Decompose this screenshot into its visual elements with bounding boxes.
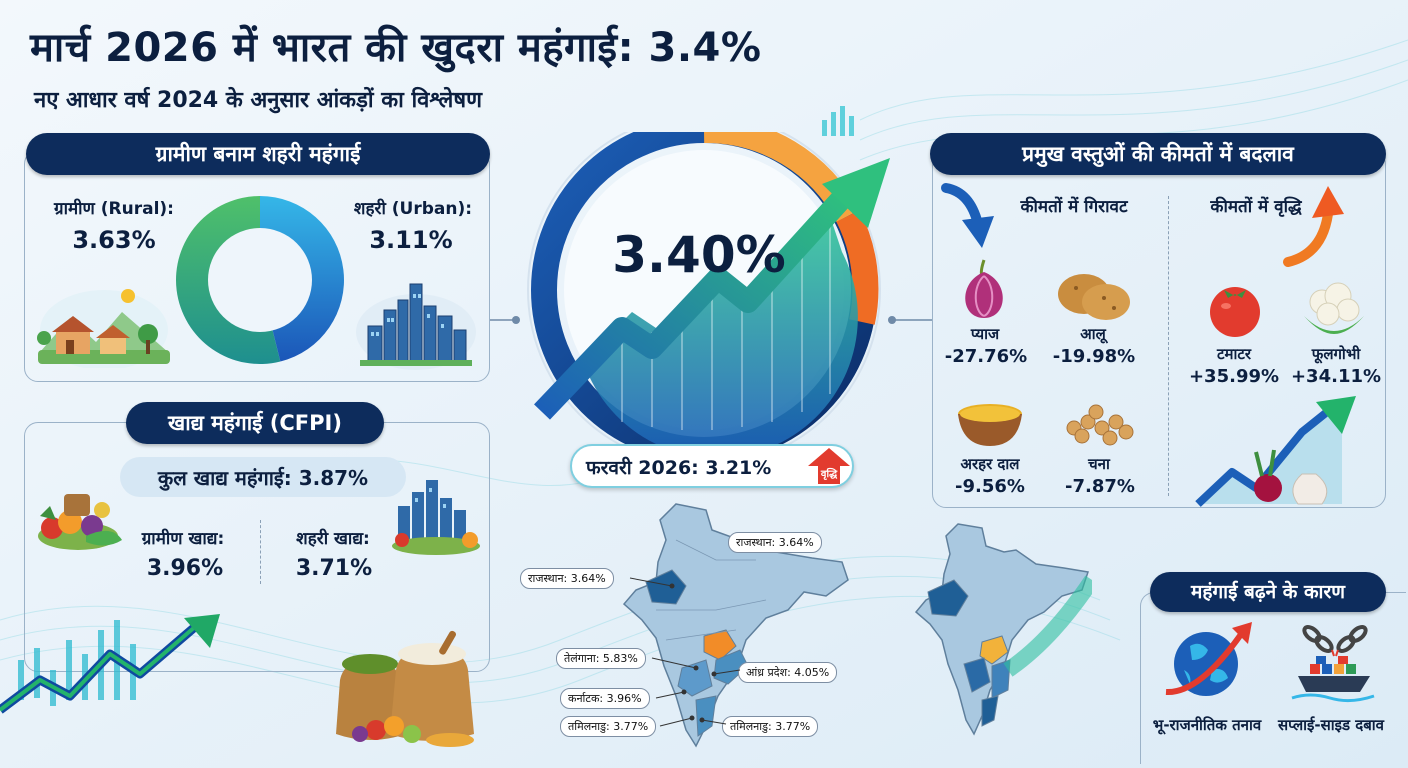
fall-heading: कीमतों में गिरावट [1020, 197, 1128, 217]
mini-bars-icon [822, 106, 854, 136]
state-tag-tamilnadu-left: तमिलनाडु: 3.77% [560, 716, 657, 737]
fall-arrow-icon [941, 183, 994, 248]
ship-chain-icon [1291, 625, 1375, 703]
food-rural-label: ग्रामीण खाद्य: [141, 529, 225, 549]
rural-urban-donut [175, 196, 344, 364]
onion-name: प्याज [970, 325, 1000, 343]
city-market-icon [392, 480, 480, 555]
gauge-value: 3.40% [612, 226, 786, 284]
arhar-dal-change: -9.56% [955, 476, 1025, 497]
rise-heading: कीमतों में वृद्धि [1210, 197, 1302, 217]
rural-value: 3.63% [72, 226, 156, 254]
previous-month-value: फरवरी 2026: 3.21% [586, 457, 772, 479]
state-tag-andhra-pradesh: आंध्र प्रदेश: 4.05% [738, 662, 838, 683]
state-tag-telangana: तेलंगाना: 5.83% [556, 648, 646, 669]
prices-divider [1168, 196, 1169, 496]
page-title: मार्च 2026 में भारत की खुदरा महंगाई: 3.4… [30, 25, 762, 71]
page-subtitle: नए आधार वर्ष 2024 के अनुसार आंकड़ों का व… [34, 88, 482, 113]
previous-month-box [570, 444, 854, 488]
tomato-name: टमाटर [1216, 345, 1252, 363]
state-tag-rajasthan-top: राजस्थान: 3.64% [728, 532, 822, 553]
city-illustration [356, 283, 476, 370]
chana-icon [1066, 404, 1134, 446]
food-trend-chart-icon [0, 614, 220, 714]
tomato-icon [1210, 287, 1260, 337]
food-rural-value: 3.96% [146, 556, 224, 581]
rise-arrow-icon [1283, 186, 1344, 267]
connector-lines [490, 316, 932, 324]
cause-geopolitical: भू-राजनीतिक तनाव [1152, 716, 1262, 734]
map-leader-lines [629, 577, 741, 727]
potato-change: -19.98% [1052, 346, 1136, 367]
up-arrow-icon [808, 448, 850, 484]
cauliflower-icon [1304, 282, 1364, 334]
rise-badge: वृद्धि [806, 446, 852, 486]
food-total-box [120, 457, 406, 497]
food-heading: खाद्य महंगाई (CFPI) [126, 402, 384, 444]
grain-sacks-icon [336, 630, 474, 747]
prices-heading: प्रमुख वस्तुओं की कीमतों में बदलाव [930, 133, 1386, 175]
rise-badge-label: वृद्धि [820, 469, 838, 480]
food-divider [260, 520, 261, 584]
causes-heading: महंगाई बढ़ने के कारण [1150, 572, 1386, 612]
village-illustration [37, 289, 170, 368]
food-total: कुल खाद्य महंगाई: 3.87% [157, 466, 369, 490]
chana-name: चना [1088, 455, 1110, 473]
vegetable-rise-chart-icon [1195, 396, 1356, 507]
india-map-right [914, 523, 1092, 736]
tomato-change: +35.99% [1188, 366, 1280, 387]
cauliflower-change: +34.11% [1290, 366, 1382, 387]
urban-label: शहरी (Urban): [353, 199, 473, 219]
arhar-dal-name: अरहर दाल [960, 455, 1020, 473]
state-tag-rajasthan: राजस्थान: 3.64% [520, 568, 614, 589]
globe-tension-icon [1165, 622, 1252, 696]
food-urban-label: शहरी खाद्य: [296, 529, 370, 549]
food-urban-value: 3.71% [295, 556, 373, 581]
potato-name: आलू [1080, 325, 1106, 343]
arhar-dal-icon [958, 404, 1022, 446]
urban-value: 3.11% [369, 226, 453, 254]
onion-icon [965, 259, 1003, 318]
rural-urban-heading: ग्रामीण बनाम शहरी महंगाई [26, 133, 490, 175]
cauliflower-name: फूलगोभी [1311, 345, 1361, 363]
state-tag-karnataka: कर्नाटक: 3.96% [560, 688, 650, 709]
chana-change: -7.87% [1065, 476, 1135, 497]
state-tag-tamilnadu-right: तमिलनाडु: 3.77% [722, 716, 819, 737]
vegetable-basket-icon [38, 494, 122, 550]
cause-supply-side: सप्लाई-साइड दबाव [1277, 716, 1385, 734]
potato-icon [1058, 274, 1130, 320]
rural-label: ग्रामीण (Rural): [54, 199, 174, 219]
onion-change: -27.76% [944, 346, 1028, 367]
